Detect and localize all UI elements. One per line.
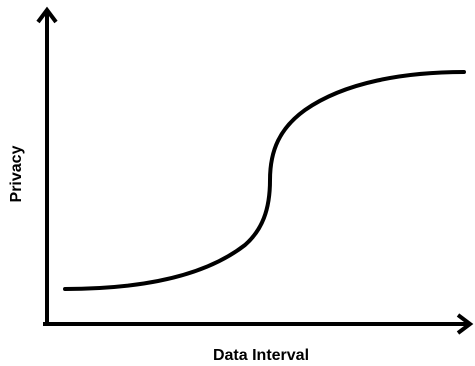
x-axis-label: Data Interval bbox=[213, 347, 309, 364]
x-axis-arrowhead bbox=[456, 313, 474, 335]
y-axis-arrowhead bbox=[36, 6, 58, 24]
y-axis-label: Privacy bbox=[8, 145, 25, 202]
privacy-curve bbox=[63, 70, 466, 291]
